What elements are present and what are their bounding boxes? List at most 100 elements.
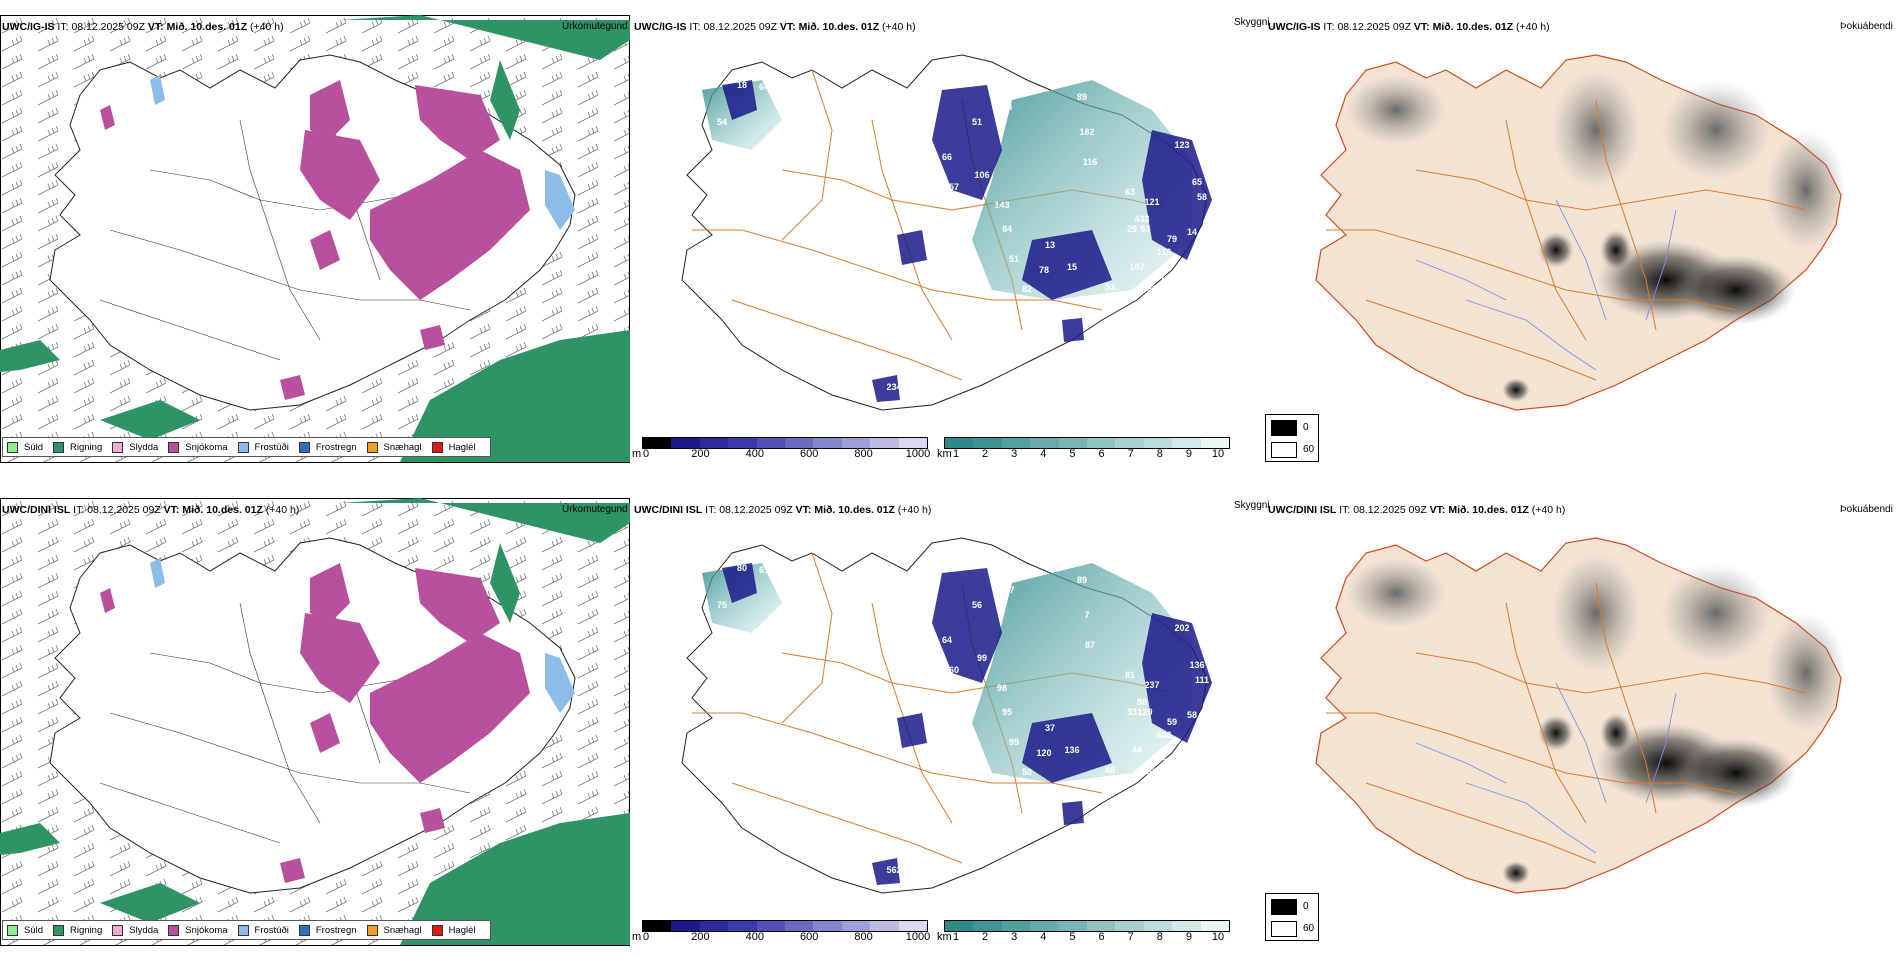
ceiling-label: 234 [886, 382, 901, 392]
ceiling-label: 177 [1112, 335, 1127, 345]
ceiling-label: 66 [942, 152, 952, 162]
fog-tick-60: 60 [1303, 923, 1315, 934]
ceiling-label: 75 [1202, 643, 1212, 653]
colorbar-step [945, 438, 974, 448]
visibility-tick: 2 [982, 931, 989, 943]
ceiling-label: 406 [1156, 730, 1171, 740]
colorbar-step [643, 921, 672, 931]
forecast-row-dini-isl: UWC/DINI ISL IT: 08.12.2025 09Z VT: Mið.… [0, 483, 1900, 958]
colorbar-step [973, 438, 1002, 448]
ceiling-label: 68 [957, 250, 967, 260]
visibility-tick: 4 [1040, 931, 1047, 943]
legend-label: Súld [24, 441, 44, 453]
ceiling-tick: 200 [691, 931, 710, 943]
visibility-tick: 9 [1185, 448, 1192, 460]
ceiling-label: 116 [1083, 157, 1098, 167]
colorbar-step [813, 438, 842, 448]
colorbar-step [1200, 921, 1230, 931]
legend-label: Snæhagl [383, 441, 422, 453]
init-time: 08.12.2025 09Z [1353, 504, 1427, 516]
precip-type-panel: UWC/DINI ISL IT: 08.12.2025 09Z VT: Mið.… [0, 483, 632, 958]
ceiling-label: 237 [1144, 680, 1159, 690]
init-time: 08.12.2025 09Z [1337, 21, 1411, 33]
legend-item: Snæhagl [366, 441, 422, 453]
visibility-unit: km [937, 931, 952, 943]
colorbar-step [1200, 438, 1230, 448]
fog-swatch-high [1271, 899, 1297, 915]
iceland-outline [49, 54, 576, 411]
model-name: UWC/DINI ISL [1268, 504, 1337, 516]
precip-map-frame [0, 15, 630, 463]
ceiling-label: 33 [1127, 707, 1137, 717]
legend-item: Frostúði [237, 441, 289, 453]
precip-snow-areas [100, 563, 530, 883]
legend-item: Snjókoma [168, 441, 228, 453]
ceiling-colorbar [642, 437, 928, 449]
valid-time: Mið. 10.des. 01Z [798, 21, 880, 33]
legend-swatch [53, 924, 65, 936]
colorbar-step [785, 921, 814, 931]
colorbar-step [728, 921, 757, 931]
legend-item: Frostúði [237, 924, 289, 936]
it-label: IT: [689, 21, 701, 33]
ceiling-visibility-panel: 18 64 54 7 66 51 57 106 143 84 78 89 182 116 123 69 65 58… [632, 0, 1270, 475]
colorbar-step [813, 921, 842, 931]
panel-title: UWC/IG-IS IT: 08.12.2025 09Z VT: Mið. 10… [2, 21, 284, 33]
it-label: IT: [1339, 504, 1351, 516]
ceiling-label: 58 [1197, 192, 1207, 202]
fog-indicator-panel: Þokuábendi UWC/IG-IS IT: 08.12.2025 09Z … [1266, 0, 1900, 475]
ceiling-label: 13 [1045, 240, 1055, 250]
legend-swatch [237, 441, 249, 453]
precip-map-frame [0, 498, 630, 946]
ceiling-label: 7 [754, 144, 759, 154]
ceiling-label: 17 [957, 237, 967, 247]
fog-map [1315, 537, 1846, 894]
legend-swatch [366, 441, 378, 453]
fog-swatch-high [1271, 420, 1297, 436]
legend-swatch [53, 441, 65, 453]
init-time: 08.12.2025 09Z [703, 21, 777, 33]
ceiling-label: 79 [1167, 234, 1177, 244]
ceiling-label: 99 [977, 653, 987, 663]
fog-indicator-panel: Þokuábendi UWC/DINI ISL IT: 08.12.2025 0… [1266, 483, 1900, 958]
ceiling-label: 111 [1160, 274, 1174, 284]
vt-label: VT: [795, 504, 812, 516]
colorbar-step [973, 921, 1002, 931]
visibility-tick: 7 [1127, 931, 1134, 943]
visibility-tick: 8 [1156, 931, 1163, 943]
ceiling-label: 108 [954, 720, 969, 730]
legend-item: Rigning [53, 924, 102, 936]
lead-time: (+40 h) [1516, 21, 1550, 33]
fog-shading [1346, 70, 1846, 402]
lead-time: (+40 h) [265, 504, 300, 516]
precip-rain-areas [0, 498, 630, 945]
colorbar-step [756, 438, 786, 448]
valid-time: Mið. 10.des. 01Z [182, 504, 263, 516]
colorbar-step [841, 438, 871, 448]
legend-item: Slydda [112, 441, 159, 453]
fog-swatch-low [1271, 442, 1297, 458]
legend-label: Slydda [129, 441, 159, 453]
model-name: UWC/DINI ISL [2, 504, 71, 516]
road-network [1326, 582, 1807, 864]
ceiling-label: 41 [852, 244, 862, 254]
ceiling-label: 61 [759, 565, 769, 575]
colorbar-step [945, 921, 974, 931]
legend-swatch [366, 924, 378, 936]
ceiling-label: 129 [1137, 707, 1152, 717]
colorbar-step [1115, 438, 1144, 448]
precip-legend: Súld Rigning Slydda Snjókoma Frostúði Frostre… [2, 920, 491, 940]
visibility-tick: 1 [952, 448, 960, 460]
legend-swatch [298, 924, 310, 936]
ceiling-tick: 1000 [905, 448, 931, 460]
ceiling-tick: 600 [800, 448, 819, 460]
legend-label: Frostúði [254, 441, 289, 453]
valid-time: Mið. 10.des. 01Z [166, 21, 248, 33]
init-time: 08.12.2025 09Z [719, 504, 793, 516]
visibility-tick: 8 [1156, 448, 1163, 460]
colorbar-step [728, 438, 757, 448]
ceiling-label: 106 [974, 170, 989, 180]
visibility-tick: 10 [1211, 448, 1225, 460]
ceiling-label: 136 [1064, 745, 1079, 755]
fog-indicator-title: Þokuábendi [1840, 21, 1893, 32]
